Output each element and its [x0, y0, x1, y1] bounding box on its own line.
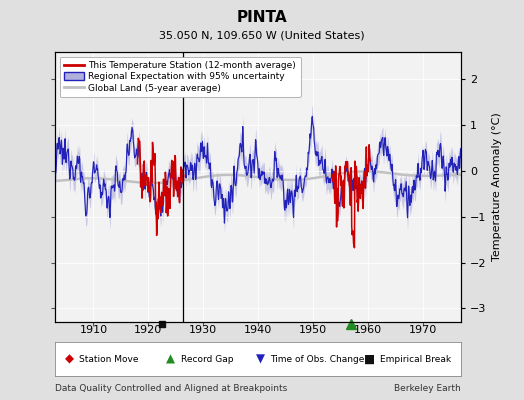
Text: PINTA: PINTA	[237, 10, 287, 26]
Text: 1940: 1940	[244, 325, 272, 335]
Text: 35.050 N, 109.650 W (United States): 35.050 N, 109.650 W (United States)	[159, 30, 365, 40]
Text: Berkeley Earth: Berkeley Earth	[395, 384, 461, 393]
Text: 1930: 1930	[189, 325, 217, 335]
Text: 1970: 1970	[409, 325, 437, 335]
Y-axis label: Temperature Anomaly (°C): Temperature Anomaly (°C)	[492, 113, 502, 261]
Text: 1950: 1950	[299, 325, 327, 335]
Legend: This Temperature Station (12-month average), Regional Expectation with 95% uncer: This Temperature Station (12-month avera…	[60, 56, 301, 97]
Text: ▲: ▲	[166, 352, 175, 366]
Text: ■: ■	[364, 352, 375, 366]
Text: Station Move: Station Move	[80, 354, 139, 364]
Text: Data Quality Controlled and Aligned at Breakpoints: Data Quality Controlled and Aligned at B…	[55, 384, 287, 393]
Text: ◆: ◆	[65, 352, 74, 366]
Text: 1910: 1910	[79, 325, 107, 335]
Text: ▼: ▼	[256, 352, 265, 366]
Text: 1920: 1920	[134, 325, 162, 335]
Text: Record Gap: Record Gap	[181, 354, 233, 364]
Text: Empirical Break: Empirical Break	[380, 354, 451, 364]
Text: Time of Obs. Change: Time of Obs. Change	[270, 354, 365, 364]
Text: 1960: 1960	[354, 325, 382, 335]
